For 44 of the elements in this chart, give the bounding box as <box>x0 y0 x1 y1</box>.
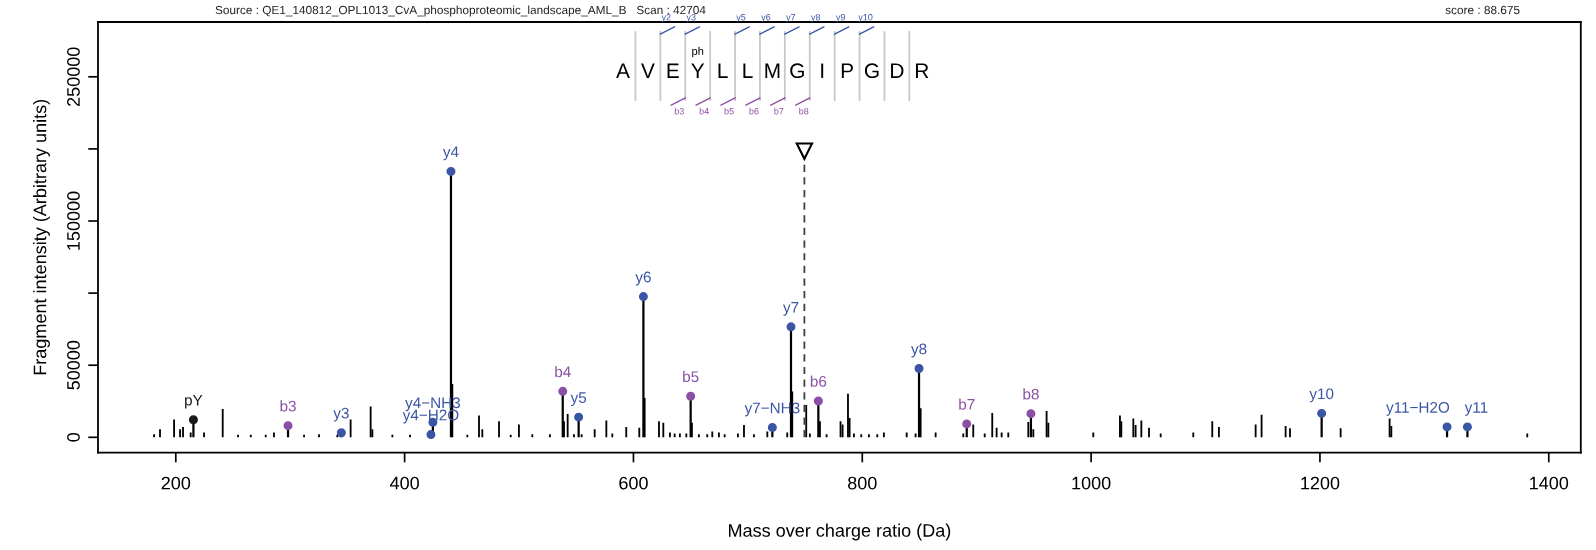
x-tick-label: 1000 <box>1072 476 1111 490</box>
data-label: y11 <box>1464 402 1488 416</box>
x-tick-label: 600 <box>619 476 648 490</box>
data-label: y5 <box>570 392 587 407</box>
annotation: b5 <box>724 107 734 115</box>
x-tick-label: 400 <box>389 476 419 490</box>
annotation: b6 <box>749 107 759 115</box>
data-label: b8 <box>1023 388 1039 400</box>
data-label: pY <box>185 394 203 409</box>
data-label: b5 <box>683 370 699 383</box>
data-label: y7 <box>782 302 799 316</box>
x-tick-label: 200 <box>161 476 191 490</box>
data-label: b7 <box>959 398 975 410</box>
annotation: y6 <box>761 14 771 23</box>
x-tick-label: 1400 <box>1530 476 1569 490</box>
data-label: y8 <box>911 343 927 358</box>
annotation: ph <box>692 46 704 58</box>
data-label: y6 <box>635 271 651 286</box>
data-label: y3 <box>333 407 349 422</box>
y-tick-label: 50000 <box>67 340 80 390</box>
data-label: b4 <box>555 365 571 378</box>
annotation: b7 <box>774 107 784 115</box>
y-axis-title: Fragment intensity (Arbitrary units) <box>33 99 50 375</box>
data-label: y10 <box>1309 388 1334 403</box>
data-label: b3 <box>280 400 296 412</box>
annotation: b4 <box>699 107 709 115</box>
annotation: b8 <box>799 107 809 115</box>
annotation: y10 <box>858 14 873 23</box>
annotation: y3 <box>686 14 696 23</box>
x-axis-title: Mass over charge ratio (Da) <box>729 523 951 541</box>
annotation: b3 <box>674 107 684 115</box>
data-label: b6 <box>810 375 827 387</box>
x-tick-label: 1200 <box>1301 476 1340 490</box>
annotation: y5 <box>736 14 746 23</box>
y-tick-label: 250000 <box>67 47 80 107</box>
annotation: y8 <box>811 14 821 23</box>
text: score : 88.675 <box>1445 5 1520 15</box>
data-label: y4 <box>442 146 459 161</box>
x-tick-label: 800 <box>848 476 877 490</box>
annotation: y9 <box>835 14 845 23</box>
data-label: y11−H2O <box>1386 401 1450 416</box>
y-tick-label: 0 <box>67 433 80 442</box>
annotation: y7 <box>786 14 796 23</box>
y-tick-label: 150000 <box>67 191 80 250</box>
